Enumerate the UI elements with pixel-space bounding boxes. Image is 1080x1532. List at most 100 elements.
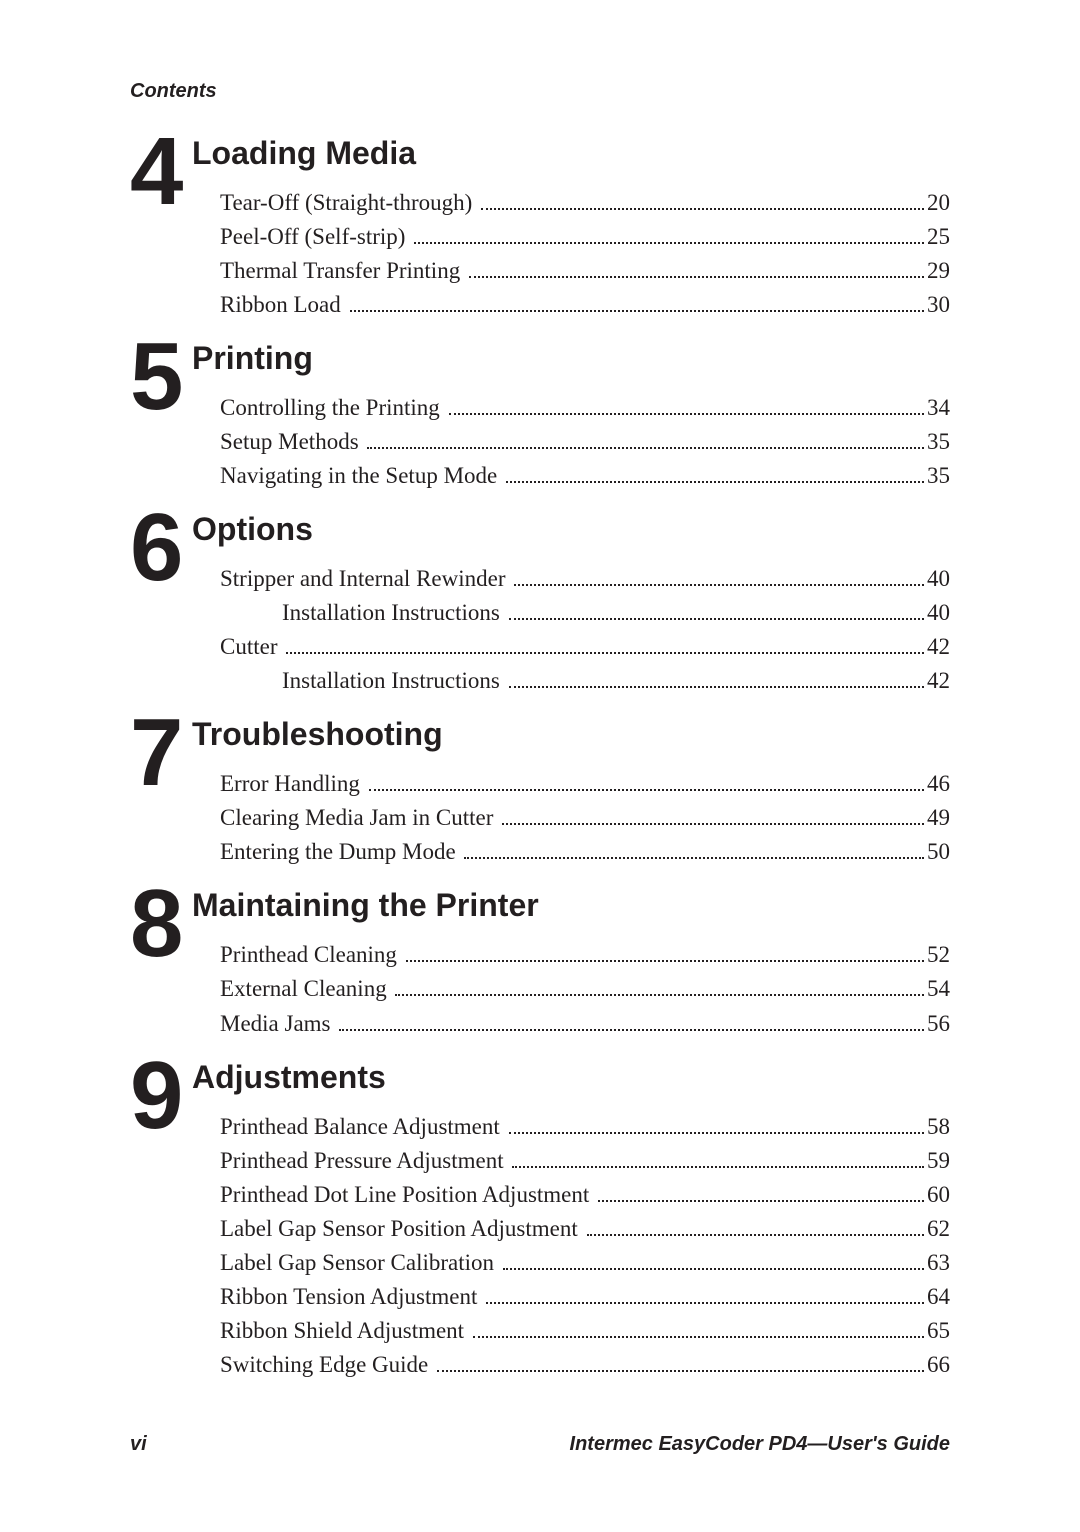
toc-entry: Media Jams 56 xyxy=(192,1007,950,1041)
toc-entry: Cutter 42 xyxy=(192,630,950,664)
toc-leader-dots xyxy=(464,857,924,859)
toc-entry-label: Peel-Off (Self-strip) xyxy=(220,220,411,254)
toc-entry-label: Setup Methods xyxy=(220,425,364,459)
toc-entry-page: 56 xyxy=(927,1007,950,1041)
toc-leader-dots xyxy=(506,481,924,483)
toc-entry: Controlling the Printing 34 xyxy=(192,391,950,425)
toc-entry: Setup Methods 35 xyxy=(192,425,950,459)
chapter-body: Loading Media Tear-Off (Straight-through)… xyxy=(192,131,950,322)
toc-entry-page: 58 xyxy=(927,1110,950,1144)
toc-entry-page: 50 xyxy=(927,835,950,869)
toc-entry: Ribbon Load 30 xyxy=(192,288,950,322)
toc-entry-label: Switching Edge Guide xyxy=(220,1348,434,1382)
toc-list: 4Loading Media Tear-Off (Straight-through… xyxy=(130,131,950,1382)
chapter-number: 6 xyxy=(130,507,192,589)
toc-entry-label: Ribbon Shield Adjustment xyxy=(220,1314,470,1348)
toc-entry-label: Installation Instructions xyxy=(282,664,506,698)
toc-entry-label: Ribbon Load xyxy=(220,288,347,322)
toc-leader-dots xyxy=(502,823,924,825)
toc-entry-page: 62 xyxy=(927,1212,950,1246)
toc-entry-label: Ribbon Tension Adjustment xyxy=(220,1280,483,1314)
toc-entry-page: 49 xyxy=(927,801,950,835)
toc-entry-label: Clearing Media Jam in Cutter xyxy=(220,801,499,835)
toc-entry: Entering the Dump Mode 50 xyxy=(192,835,950,869)
toc-leader-dots xyxy=(514,584,924,586)
chapter-number: 9 xyxy=(130,1055,192,1137)
chapter-block: 5PrintingControlling the Printing 34Setu… xyxy=(130,336,950,493)
chapter-number: 7 xyxy=(130,712,192,794)
toc-entry-page: 42 xyxy=(927,630,950,664)
toc-entry-page: 42 xyxy=(927,664,950,698)
toc-entry-page: 65 xyxy=(927,1314,950,1348)
toc-entry: Clearing Media Jam in Cutter 49 xyxy=(192,801,950,835)
toc-entry-page: 59 xyxy=(927,1144,950,1178)
toc-entry: Printhead Pressure Adjustment 59 xyxy=(192,1144,950,1178)
chapter-body: Adjustments Printhead Balance Adjustment … xyxy=(192,1055,950,1382)
toc-entry-page: 66 xyxy=(927,1348,950,1382)
chapter-body: OptionsStripper and Internal Rewinder 40… xyxy=(192,507,950,698)
toc-leader-dots xyxy=(339,1029,924,1031)
toc-entry: Error Handling 46 xyxy=(192,767,950,801)
toc-entry-label: Label Gap Sensor Calibration xyxy=(220,1246,500,1280)
toc-entry-label: External Cleaning xyxy=(220,972,392,1006)
toc-entry-label: Installation Instructions xyxy=(282,596,506,630)
toc-leader-dots xyxy=(406,960,924,962)
toc-entry-label: Label Gap Sensor Position Adjustment xyxy=(220,1212,584,1246)
toc-leader-dots xyxy=(449,413,924,415)
toc-entry: Label Gap Sensor Calibration 63 xyxy=(192,1246,950,1280)
toc-entry: Stripper and Internal Rewinder 40 xyxy=(192,562,950,596)
toc-leader-dots xyxy=(587,1234,924,1236)
chapter-block: 8Maintaining the PrinterPrinthead Cleani… xyxy=(130,883,950,1040)
toc-entry-page: 52 xyxy=(927,938,950,972)
chapter-body: Maintaining the PrinterPrinthead Cleanin… xyxy=(192,883,950,1040)
toc-entry-label: Controlling the Printing xyxy=(220,391,446,425)
toc-leader-dots xyxy=(598,1200,924,1202)
toc-leader-dots xyxy=(509,686,924,688)
toc-entry-label: Tear-Off (Straight-through) xyxy=(220,186,478,220)
toc-entry-page: 40 xyxy=(927,596,950,630)
toc-entry-page: 46 xyxy=(927,767,950,801)
toc-leader-dots xyxy=(286,652,924,654)
toc-entry-label: Error Handling xyxy=(220,767,366,801)
chapter-block: 6OptionsStripper and Internal Rewinder 4… xyxy=(130,507,950,698)
toc-leader-dots xyxy=(481,208,924,210)
toc-entry: Printhead Balance Adjustment 58 xyxy=(192,1110,950,1144)
toc-entry-label: Printhead Pressure Adjustment xyxy=(220,1144,509,1178)
chapter-title: Adjustments xyxy=(192,1059,950,1096)
toc-entry: Tear-Off (Straight-through) 20 xyxy=(192,186,950,220)
toc-leader-dots xyxy=(503,1268,924,1270)
toc-entry: Installation Instructions 42 xyxy=(192,664,950,698)
toc-leader-dots xyxy=(350,310,925,312)
toc-entry-label: Entering the Dump Mode xyxy=(220,835,461,869)
toc-entry-page: 29 xyxy=(927,254,950,288)
chapter-block: 4Loading Media Tear-Off (Straight-through… xyxy=(130,131,950,322)
toc-leader-dots xyxy=(367,447,924,449)
toc-entry-page: 30 xyxy=(927,288,950,322)
chapter-title: Loading Media xyxy=(192,135,950,172)
toc-entry-page: 60 xyxy=(927,1178,950,1212)
page-footer: vi Intermec EasyCoder PD4—User's Guide xyxy=(130,1433,950,1456)
chapter-body: PrintingControlling the Printing 34Setup… xyxy=(192,336,950,493)
toc-leader-dots xyxy=(469,276,924,278)
toc-entry: Label Gap Sensor Position Adjustment 62 xyxy=(192,1212,950,1246)
footer-doc-title: Intermec EasyCoder PD4—User's Guide xyxy=(570,1433,950,1456)
toc-entry-label: Cutter xyxy=(220,630,283,664)
toc-leader-dots xyxy=(509,618,924,620)
toc-leader-dots xyxy=(512,1166,924,1168)
toc-leader-dots xyxy=(369,789,924,791)
toc-entry: Navigating in the Setup Mode 35 xyxy=(192,459,950,493)
toc-entry-page: 25 xyxy=(927,220,950,254)
toc-entry: Ribbon Shield Adjustment 65 xyxy=(192,1314,950,1348)
toc-entry-page: 35 xyxy=(927,459,950,493)
toc-entry: Peel-Off (Self-strip) 25 xyxy=(192,220,950,254)
toc-leader-dots xyxy=(395,994,924,996)
chapter-title: Troubleshooting xyxy=(192,716,950,753)
chapter-block: 7TroubleshootingError Handling 46Clearin… xyxy=(130,712,950,869)
toc-entry-label: Media Jams xyxy=(220,1007,336,1041)
toc-entry-label: Printhead Cleaning xyxy=(220,938,403,972)
toc-leader-dots xyxy=(437,1370,924,1372)
toc-entry: Printhead Dot Line Position Adjustment 6… xyxy=(192,1178,950,1212)
toc-entry: Ribbon Tension Adjustment 64 xyxy=(192,1280,950,1314)
chapter-number: 4 xyxy=(130,131,192,213)
toc-entry: Switching Edge Guide 66 xyxy=(192,1348,950,1382)
